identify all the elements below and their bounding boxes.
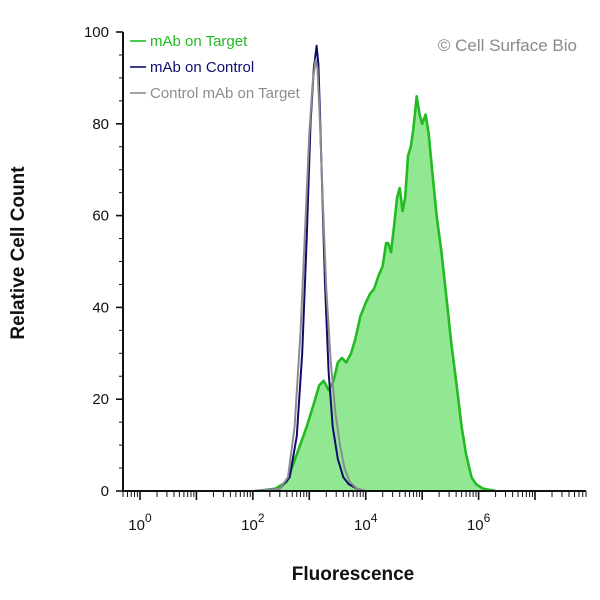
x-tick-labels: 100 102 104 106 [128, 511, 490, 534]
x-tick-base: 10 [128, 517, 145, 534]
series-line-2 [252, 58, 366, 492]
y-tick-label: 0 [101, 483, 109, 500]
x-axis-title: Fluorescence [292, 564, 415, 585]
x-tick-exponent: 6 [484, 511, 491, 525]
series-line-0 [257, 95, 496, 493]
series-fills [257, 96, 496, 492]
legend-label: Control mAb on Target [150, 85, 301, 102]
y-tick-label: 40 [92, 299, 109, 316]
y-tick-label: 80 [92, 116, 109, 133]
x-tick-label: 106 [467, 511, 491, 534]
y-tick-labels: 0 20 40 60 80 100 [84, 24, 109, 500]
x-tick-base: 10 [467, 517, 484, 534]
x-tick-exponent: 0 [145, 511, 152, 525]
watermark: © Cell Surface Bio [438, 36, 577, 55]
series-fill-0 [257, 96, 496, 492]
y-tick-label: 60 [92, 208, 109, 225]
legend-label: mAb on Target [150, 33, 248, 50]
legend: mAb on Target mAb on Control Control mAb o… [130, 33, 301, 102]
y-ticks [116, 31, 123, 492]
y-axis-title: Relative Cell Count [8, 166, 29, 340]
x-ticks [122, 491, 587, 500]
x-tick-base: 10 [354, 517, 371, 534]
series-lines [252, 44, 496, 493]
x-tick-label: 104 [354, 511, 378, 534]
legend-label: mAb on Control [150, 59, 254, 76]
y-tick-label: 100 [84, 24, 109, 41]
x-tick-label: 102 [241, 511, 265, 534]
x-tick-base: 10 [241, 517, 258, 534]
y-tick-label: 20 [92, 391, 109, 408]
x-tick-label: 100 [128, 511, 152, 534]
x-tick-exponent: 2 [258, 511, 265, 525]
x-tick-exponent: 4 [371, 511, 378, 525]
